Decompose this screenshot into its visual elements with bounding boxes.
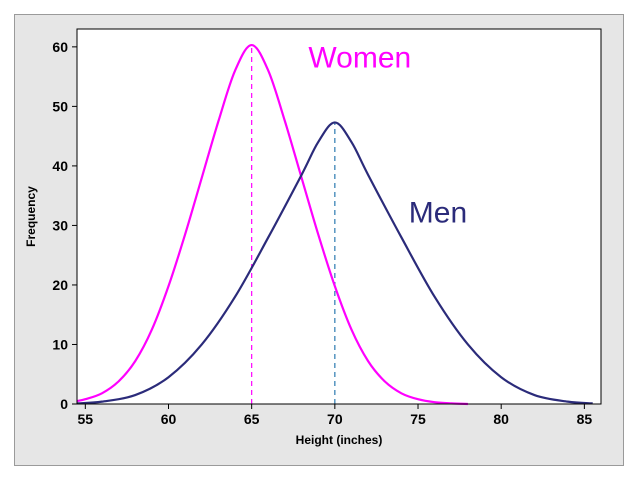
y-tick-label: 0 bbox=[60, 396, 68, 412]
plot-border bbox=[76, 28, 602, 405]
x-tick-label: 55 bbox=[78, 411, 94, 427]
x-tick-label: 65 bbox=[244, 411, 260, 427]
x-tick-label: 85 bbox=[577, 411, 593, 427]
plot-area bbox=[77, 29, 601, 404]
annotation-women: Women bbox=[308, 42, 411, 75]
y-tick-label: 10 bbox=[52, 336, 68, 352]
distribution-chart: 55 60 65 70 75 80 85 0 10 20 30 40 50 60 Women Men Hei… bbox=[24, 28, 602, 447]
x-tick-label: 80 bbox=[493, 411, 509, 427]
x-tick-label: 70 bbox=[327, 411, 343, 427]
y-tick-label: 20 bbox=[52, 277, 68, 293]
y-tick-label: 60 bbox=[52, 39, 68, 55]
y-tick-label: 50 bbox=[52, 98, 68, 114]
y-axis-label: Frequency bbox=[24, 186, 38, 247]
x-tick-label: 60 bbox=[161, 411, 177, 427]
annotation-men: Men bbox=[409, 196, 467, 229]
y-tick-label: 40 bbox=[52, 158, 68, 174]
x-axis-label: Height (inches) bbox=[296, 433, 383, 447]
series-line-women bbox=[76, 43, 468, 406]
series-line-men bbox=[76, 121, 593, 405]
y-tick-label: 30 bbox=[52, 217, 68, 233]
chart-frame: 55 60 65 70 75 80 85 0 10 20 30 40 50 60 Women Men Hei… bbox=[14, 14, 624, 466]
x-tick-label: 75 bbox=[410, 411, 426, 427]
